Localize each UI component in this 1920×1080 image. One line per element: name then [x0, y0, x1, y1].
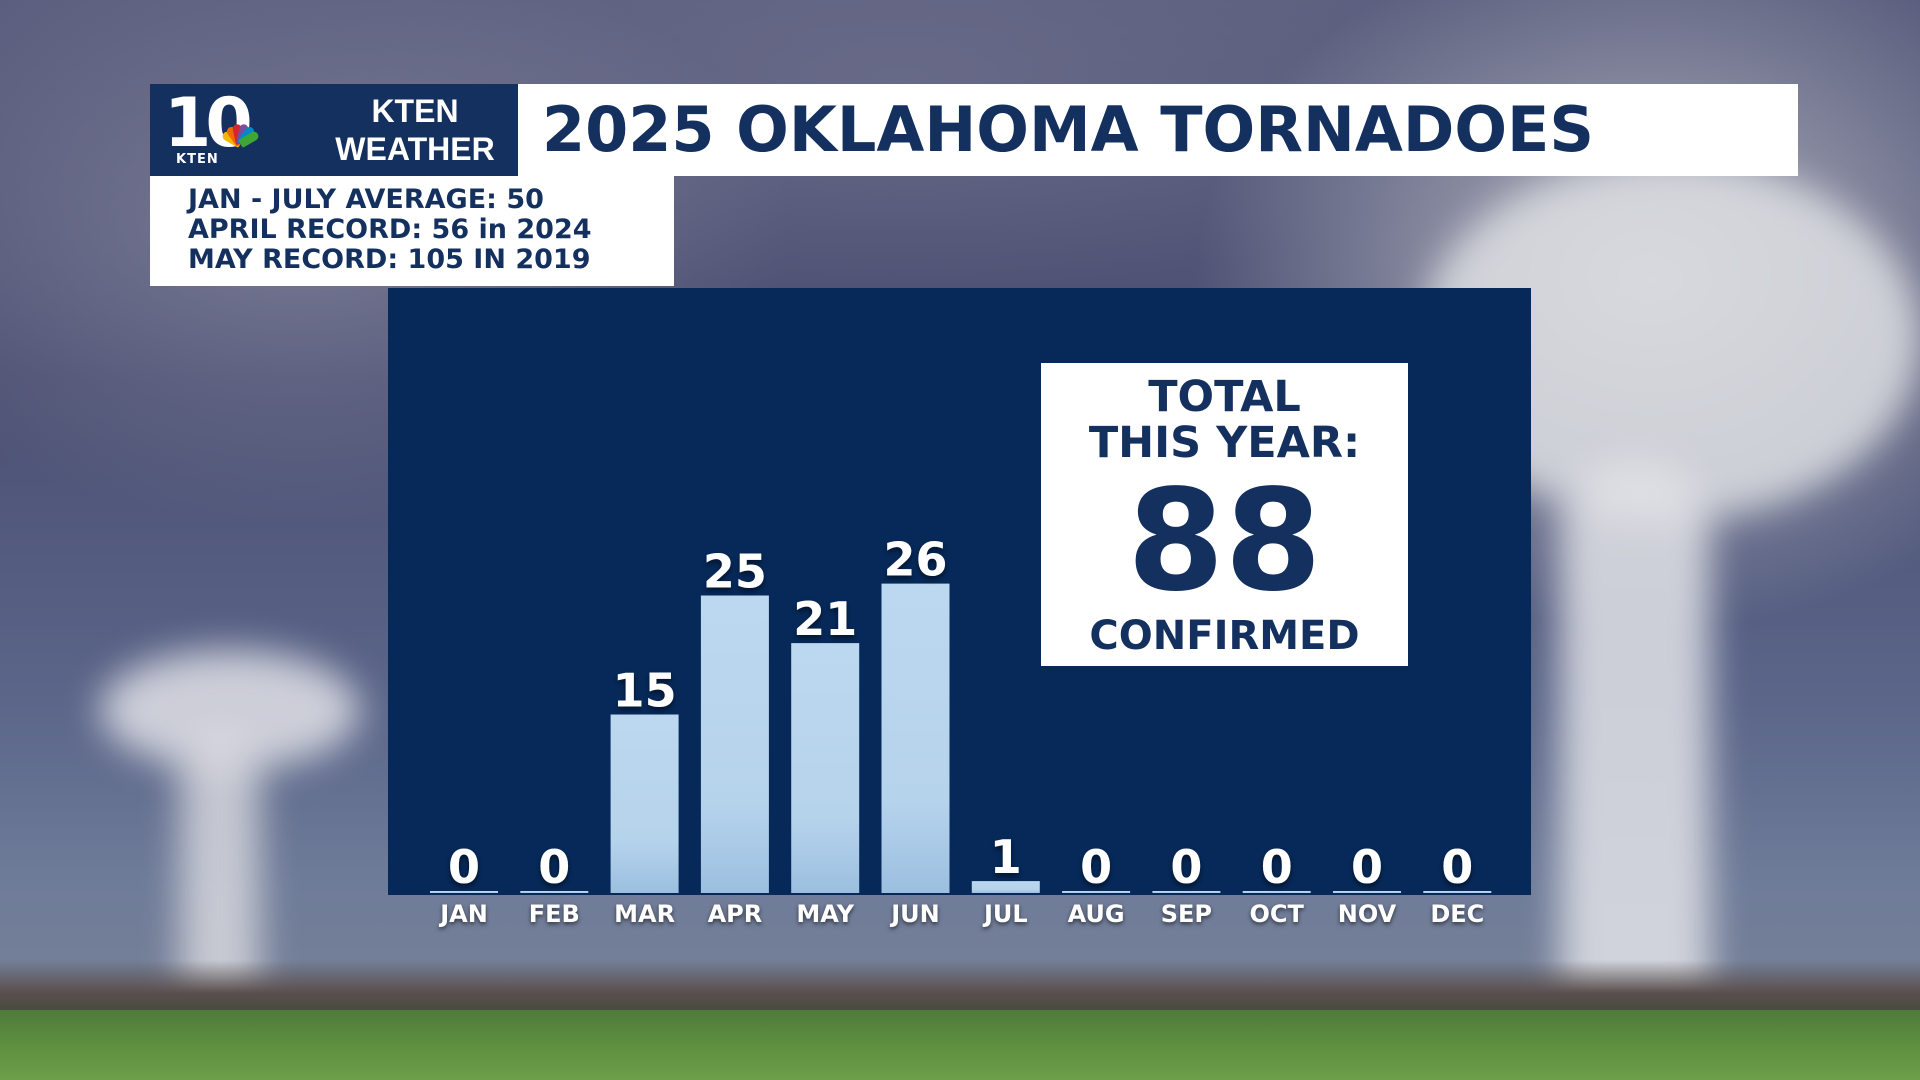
data-label-aug: 0 [1080, 840, 1112, 894]
data-label-may: 21 [793, 592, 857, 646]
data-label-nov: 0 [1351, 840, 1383, 894]
station-logo: 10 KTEN KTEN WEATHER [150, 84, 518, 176]
bar-dec [1423, 891, 1492, 893]
data-label-dec: 0 [1441, 840, 1473, 894]
bar-oct [1242, 891, 1311, 893]
bar-mar [610, 714, 679, 893]
data-label-oct: 0 [1261, 840, 1293, 894]
title-bar: 2025 OKLAHOMA TORNADOES [518, 84, 1798, 176]
logo-small-text: KTEN [176, 152, 219, 167]
data-label-jan: 0 [448, 840, 480, 894]
bar-jun [881, 583, 950, 893]
bar-chart: 0 0 15 25 21 26 1 0 0 0 0 0 [430, 533, 1492, 894]
bar-sep [1152, 891, 1221, 893]
x-tick-label-jul: JUL [983, 900, 1028, 928]
total-label-confirmed: CONFIRMED [1089, 613, 1360, 659]
logo-line2: WEATHER [335, 131, 495, 167]
bar-nov [1333, 891, 1401, 893]
data-label-feb: 0 [538, 840, 570, 894]
x-tick-label-oct: OCT [1249, 900, 1304, 928]
data-label-jul: 1 [990, 830, 1022, 884]
x-tick-label-mar: MAR [614, 900, 676, 928]
data-label-mar: 15 [613, 664, 677, 718]
bar-feb [520, 891, 589, 893]
total-label-line2: THIS YEAR: [1088, 418, 1361, 468]
x-tick-label-dec: DEC [1430, 900, 1485, 928]
total-summary-box: TOTAL THIS YEAR: 88 CONFIRMED [1041, 363, 1408, 666]
x-tick-label-apr: APR [707, 900, 763, 928]
info-panel: JAN - JULY AVERAGE: 50 APRIL RECORD: 56 … [150, 176, 674, 286]
bar-jan [430, 891, 498, 893]
x-tick-label-may: MAY [796, 900, 854, 928]
logo-station-name: KTEN WEATHER [320, 92, 510, 168]
logo-line1: KTEN [371, 93, 459, 129]
data-label-sep: 0 [1170, 840, 1202, 894]
logo-number: 10 [164, 84, 253, 163]
bar-aug [1062, 891, 1131, 893]
x-tick-label-aug: AUG [1067, 900, 1125, 928]
x-tick-label-nov: NOV [1337, 900, 1397, 928]
grass-field [0, 1010, 1920, 1080]
data-label-apr: 25 [703, 545, 767, 599]
info-line-may-record: MAY RECORD: 105 IN 2019 [188, 244, 591, 275]
total-value: 88 [1127, 460, 1322, 623]
bar-apr [700, 595, 769, 893]
x-axis-labels: JAN FEB MAR APR MAY JUN JUL AUG SEP OCT NOV DEC [388, 900, 1531, 940]
x-tick-label-jan: JAN [440, 900, 488, 928]
bar-may [791, 643, 860, 893]
x-tick-label-feb: FEB [528, 900, 580, 928]
x-tick-label-jun: JUN [891, 900, 940, 928]
x-tick-label-sep: SEP [1160, 900, 1213, 928]
total-label-line1: TOTAL [1148, 372, 1301, 422]
data-label-jun: 26 [883, 533, 947, 587]
page-title: 2025 OKLAHOMA TORNADOES [542, 93, 1595, 166]
info-line-april-record: APRIL RECORD: 56 in 2024 [188, 214, 592, 245]
bar-jul [971, 881, 1040, 893]
info-line-average: JAN - JULY AVERAGE: 50 [188, 184, 544, 215]
